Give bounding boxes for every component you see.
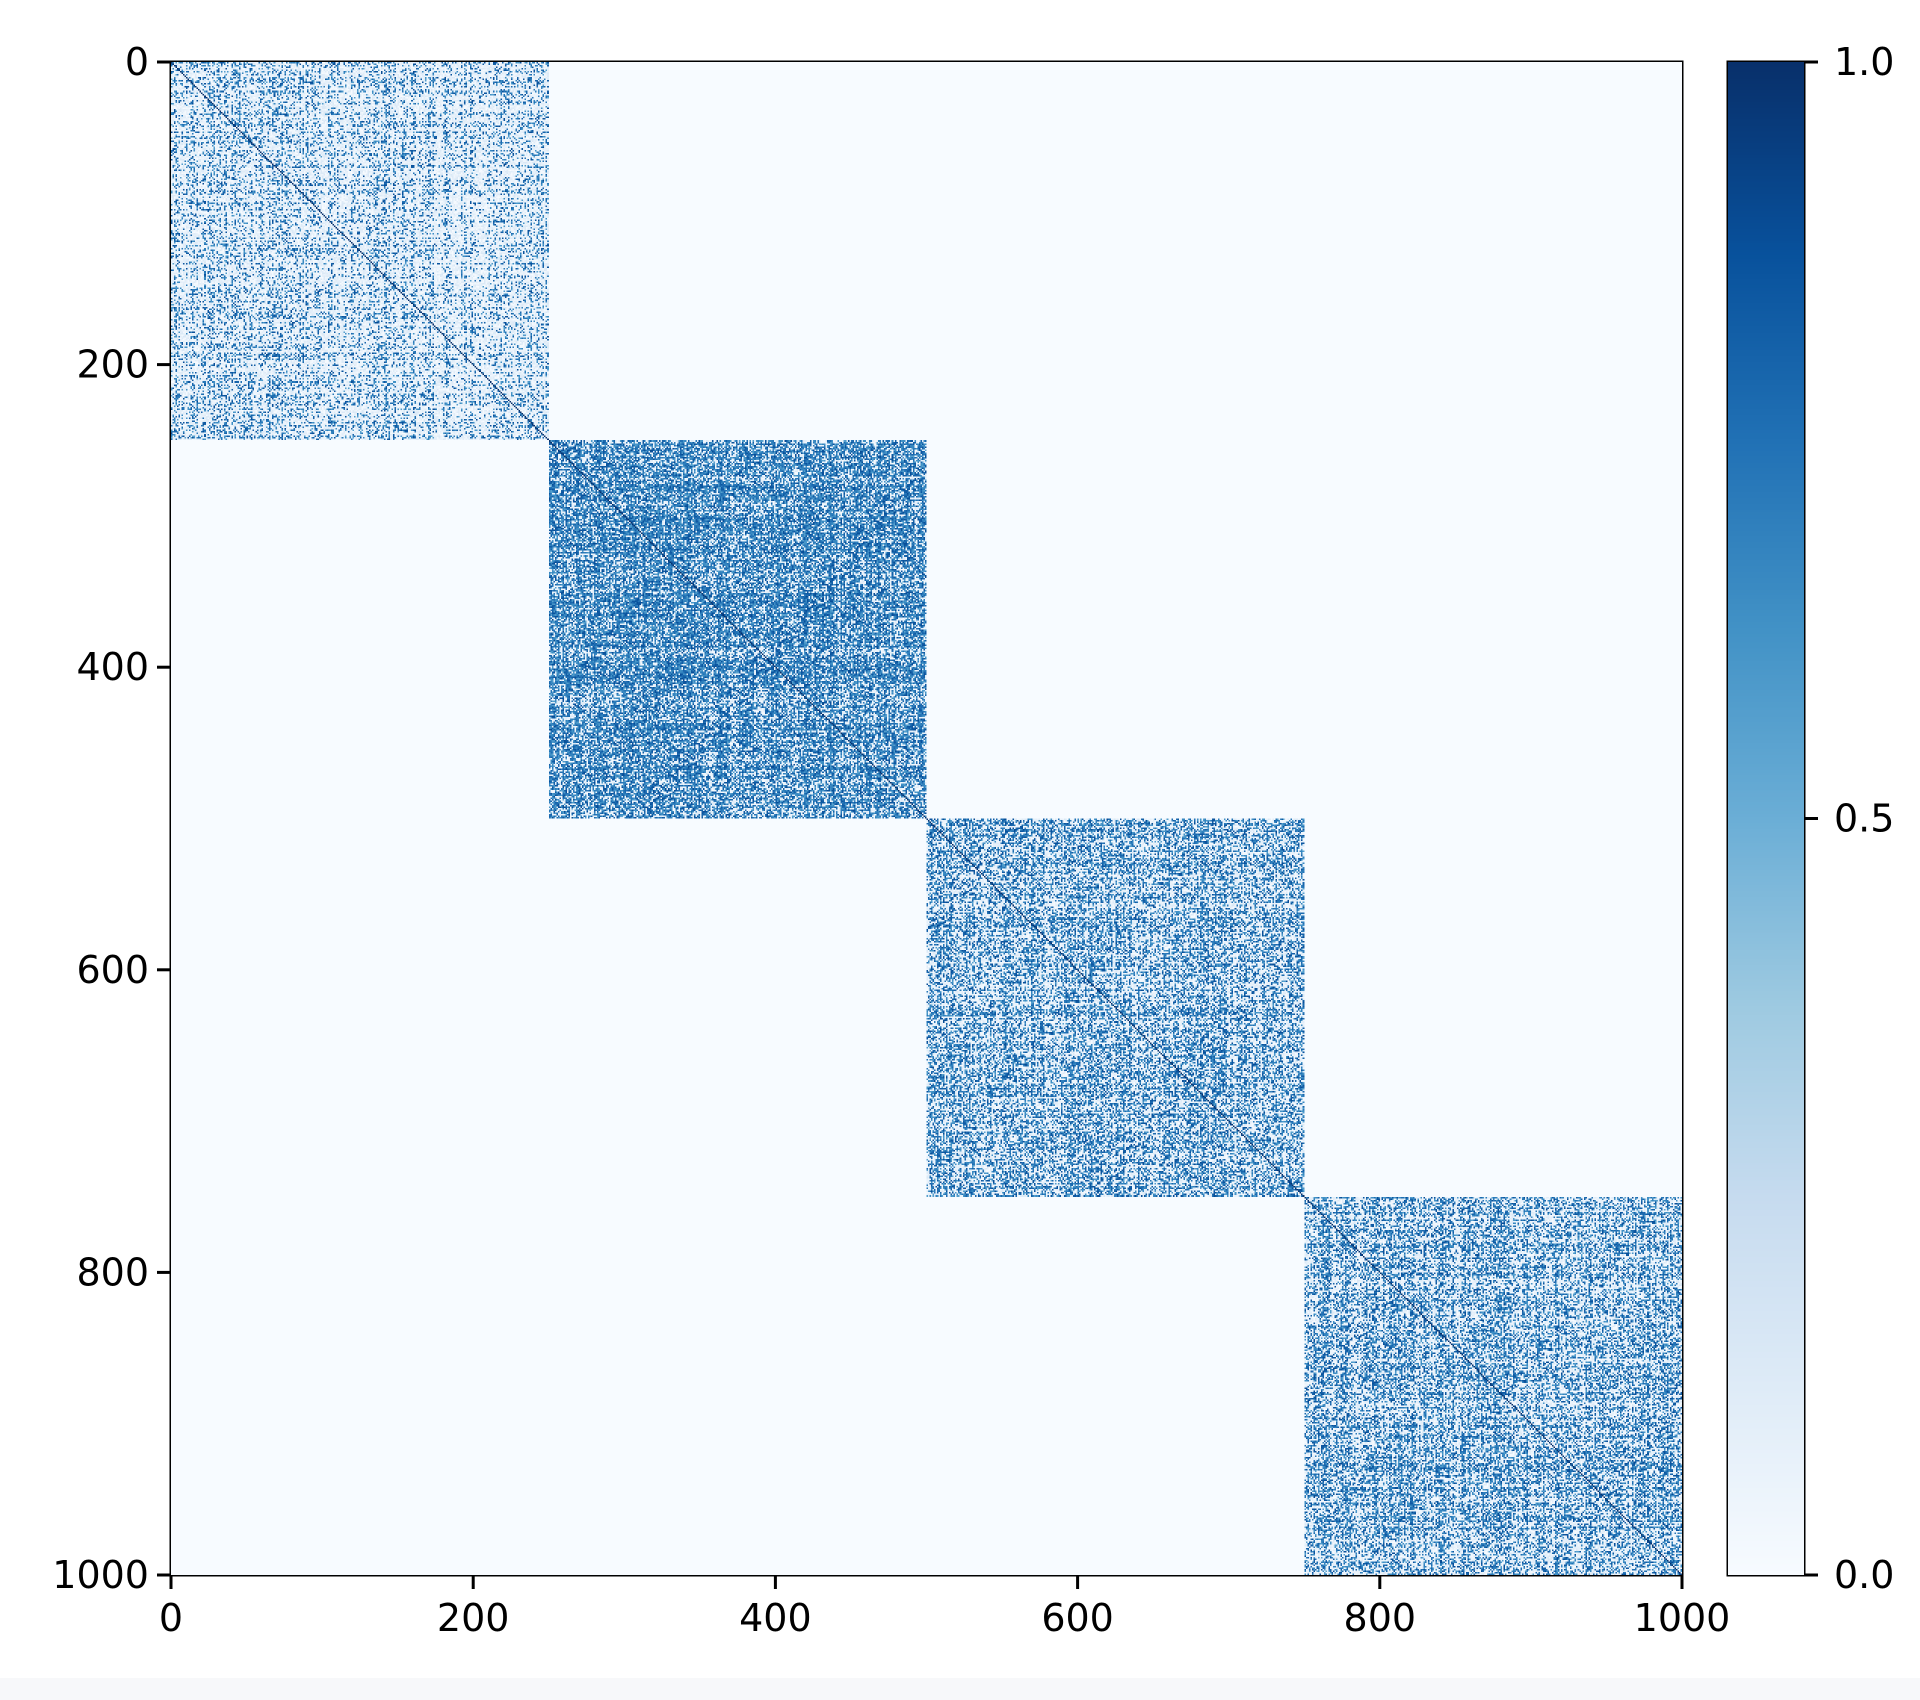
x-tick-label: 1000 <box>1634 1596 1731 1640</box>
x-axis-ticks: 0 200 400 600 800 1000 <box>159 1575 1730 1640</box>
colorbar-tick-label: 1.0 <box>1834 40 1894 84</box>
y-tick-label: 600 <box>76 948 149 992</box>
y-tick-label: 800 <box>76 1250 149 1294</box>
x-tick-label: 0 <box>159 1596 183 1640</box>
y-tick-label: 400 <box>76 645 149 689</box>
heatmap-matrix <box>171 62 1682 1575</box>
y-tick-label: 200 <box>76 343 149 387</box>
x-tick-label: 400 <box>739 1596 812 1640</box>
x-tick-label: 200 <box>437 1596 510 1640</box>
colorbar-tick-label: 0.0 <box>1834 1553 1894 1597</box>
x-tick-label: 600 <box>1041 1596 1114 1640</box>
y-tick-label: 0 <box>125 40 149 84</box>
x-tick-label: 800 <box>1344 1596 1417 1640</box>
colorbar-ticks: 0.0 0.5 1.0 <box>1804 40 1894 1597</box>
window-bottom-strip <box>0 1678 1920 1700</box>
colorbar-gradient <box>1728 62 1804 1575</box>
colorbar-tick-label: 0.5 <box>1834 797 1894 841</box>
y-tick-label: 1000 <box>52 1553 149 1597</box>
y-axis-ticks: 0 200 400 600 800 1000 <box>52 40 171 1597</box>
